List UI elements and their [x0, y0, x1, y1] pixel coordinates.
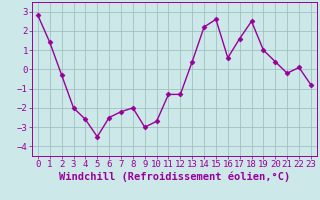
X-axis label: Windchill (Refroidissement éolien,°C): Windchill (Refroidissement éolien,°C) [59, 172, 290, 182]
